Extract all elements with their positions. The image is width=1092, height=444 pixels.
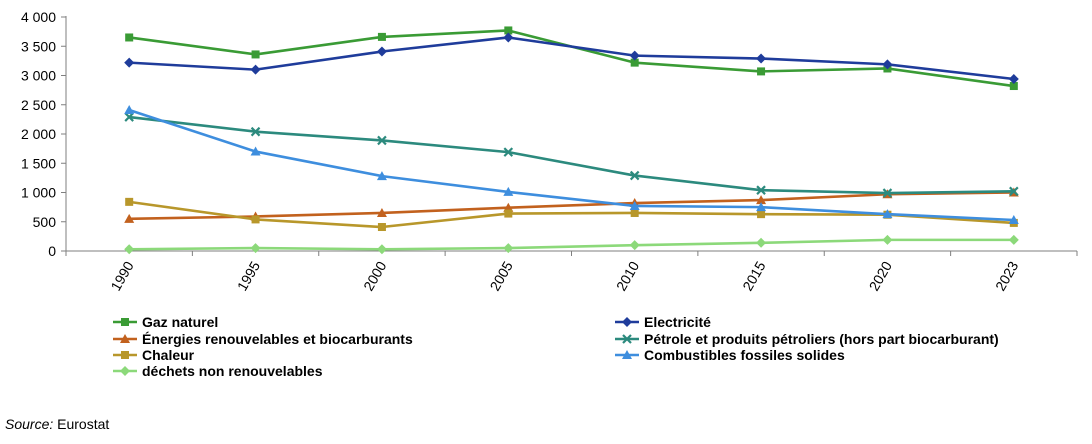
- data-point: [503, 186, 514, 196]
- data-point: [125, 33, 134, 42]
- data-point: [629, 170, 640, 181]
- data-point: [1008, 74, 1019, 85]
- data-point: [503, 32, 514, 43]
- data-point: [757, 210, 766, 219]
- data-point: [125, 197, 134, 206]
- data-point: [377, 135, 387, 146]
- data-point: [757, 67, 766, 76]
- data-point: [251, 50, 260, 59]
- data-point: [1008, 234, 1019, 245]
- data-point: [124, 57, 135, 68]
- x-tick-label: 2015: [739, 258, 769, 293]
- data-point: [250, 64, 261, 75]
- y-tick-label: 2 500: [21, 97, 56, 113]
- y-tick-label: 1 000: [21, 185, 56, 201]
- data-point: [756, 202, 767, 212]
- data-point: [629, 240, 640, 251]
- data-point: [630, 208, 639, 217]
- y-tick-label: 3 000: [21, 68, 56, 84]
- series-line: [129, 238, 1014, 251]
- data-point: [756, 185, 766, 195]
- y-tick-label: 1 500: [21, 155, 56, 171]
- x-tick-label: 2023: [992, 258, 1022, 293]
- data-point: [756, 195, 767, 205]
- data-point: [377, 223, 386, 232]
- data-point: [756, 53, 767, 64]
- data-point: [504, 26, 513, 35]
- y-tick-label: 500: [33, 214, 57, 230]
- data-point: [251, 215, 260, 224]
- series-line: [129, 29, 1014, 88]
- x-tick-label: 1995: [234, 258, 264, 293]
- data-point: [377, 32, 386, 41]
- series-line: [129, 36, 1014, 81]
- data-point: [882, 209, 893, 219]
- series-line: [129, 200, 1014, 229]
- data-point: [250, 126, 261, 137]
- data-point: [882, 188, 893, 198]
- data-point: [630, 58, 639, 67]
- source-note: Source: Eurostat: [5, 416, 109, 432]
- line-chart: 0 500 1 000 1 500 2 000 2 500 3 000 3 500 4 000 1…: [21, 9, 1078, 293]
- data-point: [124, 213, 135, 223]
- data-point: [1008, 214, 1019, 224]
- data-point: [124, 105, 135, 115]
- data-point: [376, 244, 387, 255]
- data-point: [1009, 186, 1019, 197]
- y-tick-label: 0: [48, 243, 56, 259]
- data-point: [124, 112, 134, 122]
- x-tick-label: 2005: [486, 258, 516, 293]
- data-point: [756, 237, 767, 248]
- series-line: [128, 108, 1014, 222]
- data-point: [504, 209, 513, 218]
- data-point: [882, 59, 893, 70]
- data-point: [250, 243, 261, 254]
- data-point: [376, 46, 387, 57]
- data-point: [503, 147, 514, 157]
- series-line: [129, 191, 1014, 221]
- x-tick-label: 2020: [866, 258, 896, 293]
- data-point: [1009, 82, 1018, 91]
- data-point: [250, 146, 261, 156]
- x-tick-label: 2000: [360, 258, 390, 293]
- data-point: [503, 202, 514, 212]
- data-point: [629, 200, 640, 210]
- y-tick-label: 2 000: [21, 126, 56, 142]
- x-tick-label: 2010: [613, 258, 643, 293]
- source-text: Eurostat: [53, 416, 110, 432]
- x-tick-label: 1990: [107, 258, 137, 293]
- data-point: [629, 50, 640, 61]
- data-point: [376, 171, 387, 181]
- data-point: [376, 207, 387, 217]
- data-point: [882, 234, 893, 245]
- data-point: [503, 243, 514, 254]
- y-tick-label: 3 500: [21, 38, 56, 54]
- series-line: [129, 115, 1014, 195]
- source-label: Source:: [5, 416, 54, 432]
- data-point: [124, 244, 135, 255]
- y-tick-label: 4 000: [21, 9, 56, 25]
